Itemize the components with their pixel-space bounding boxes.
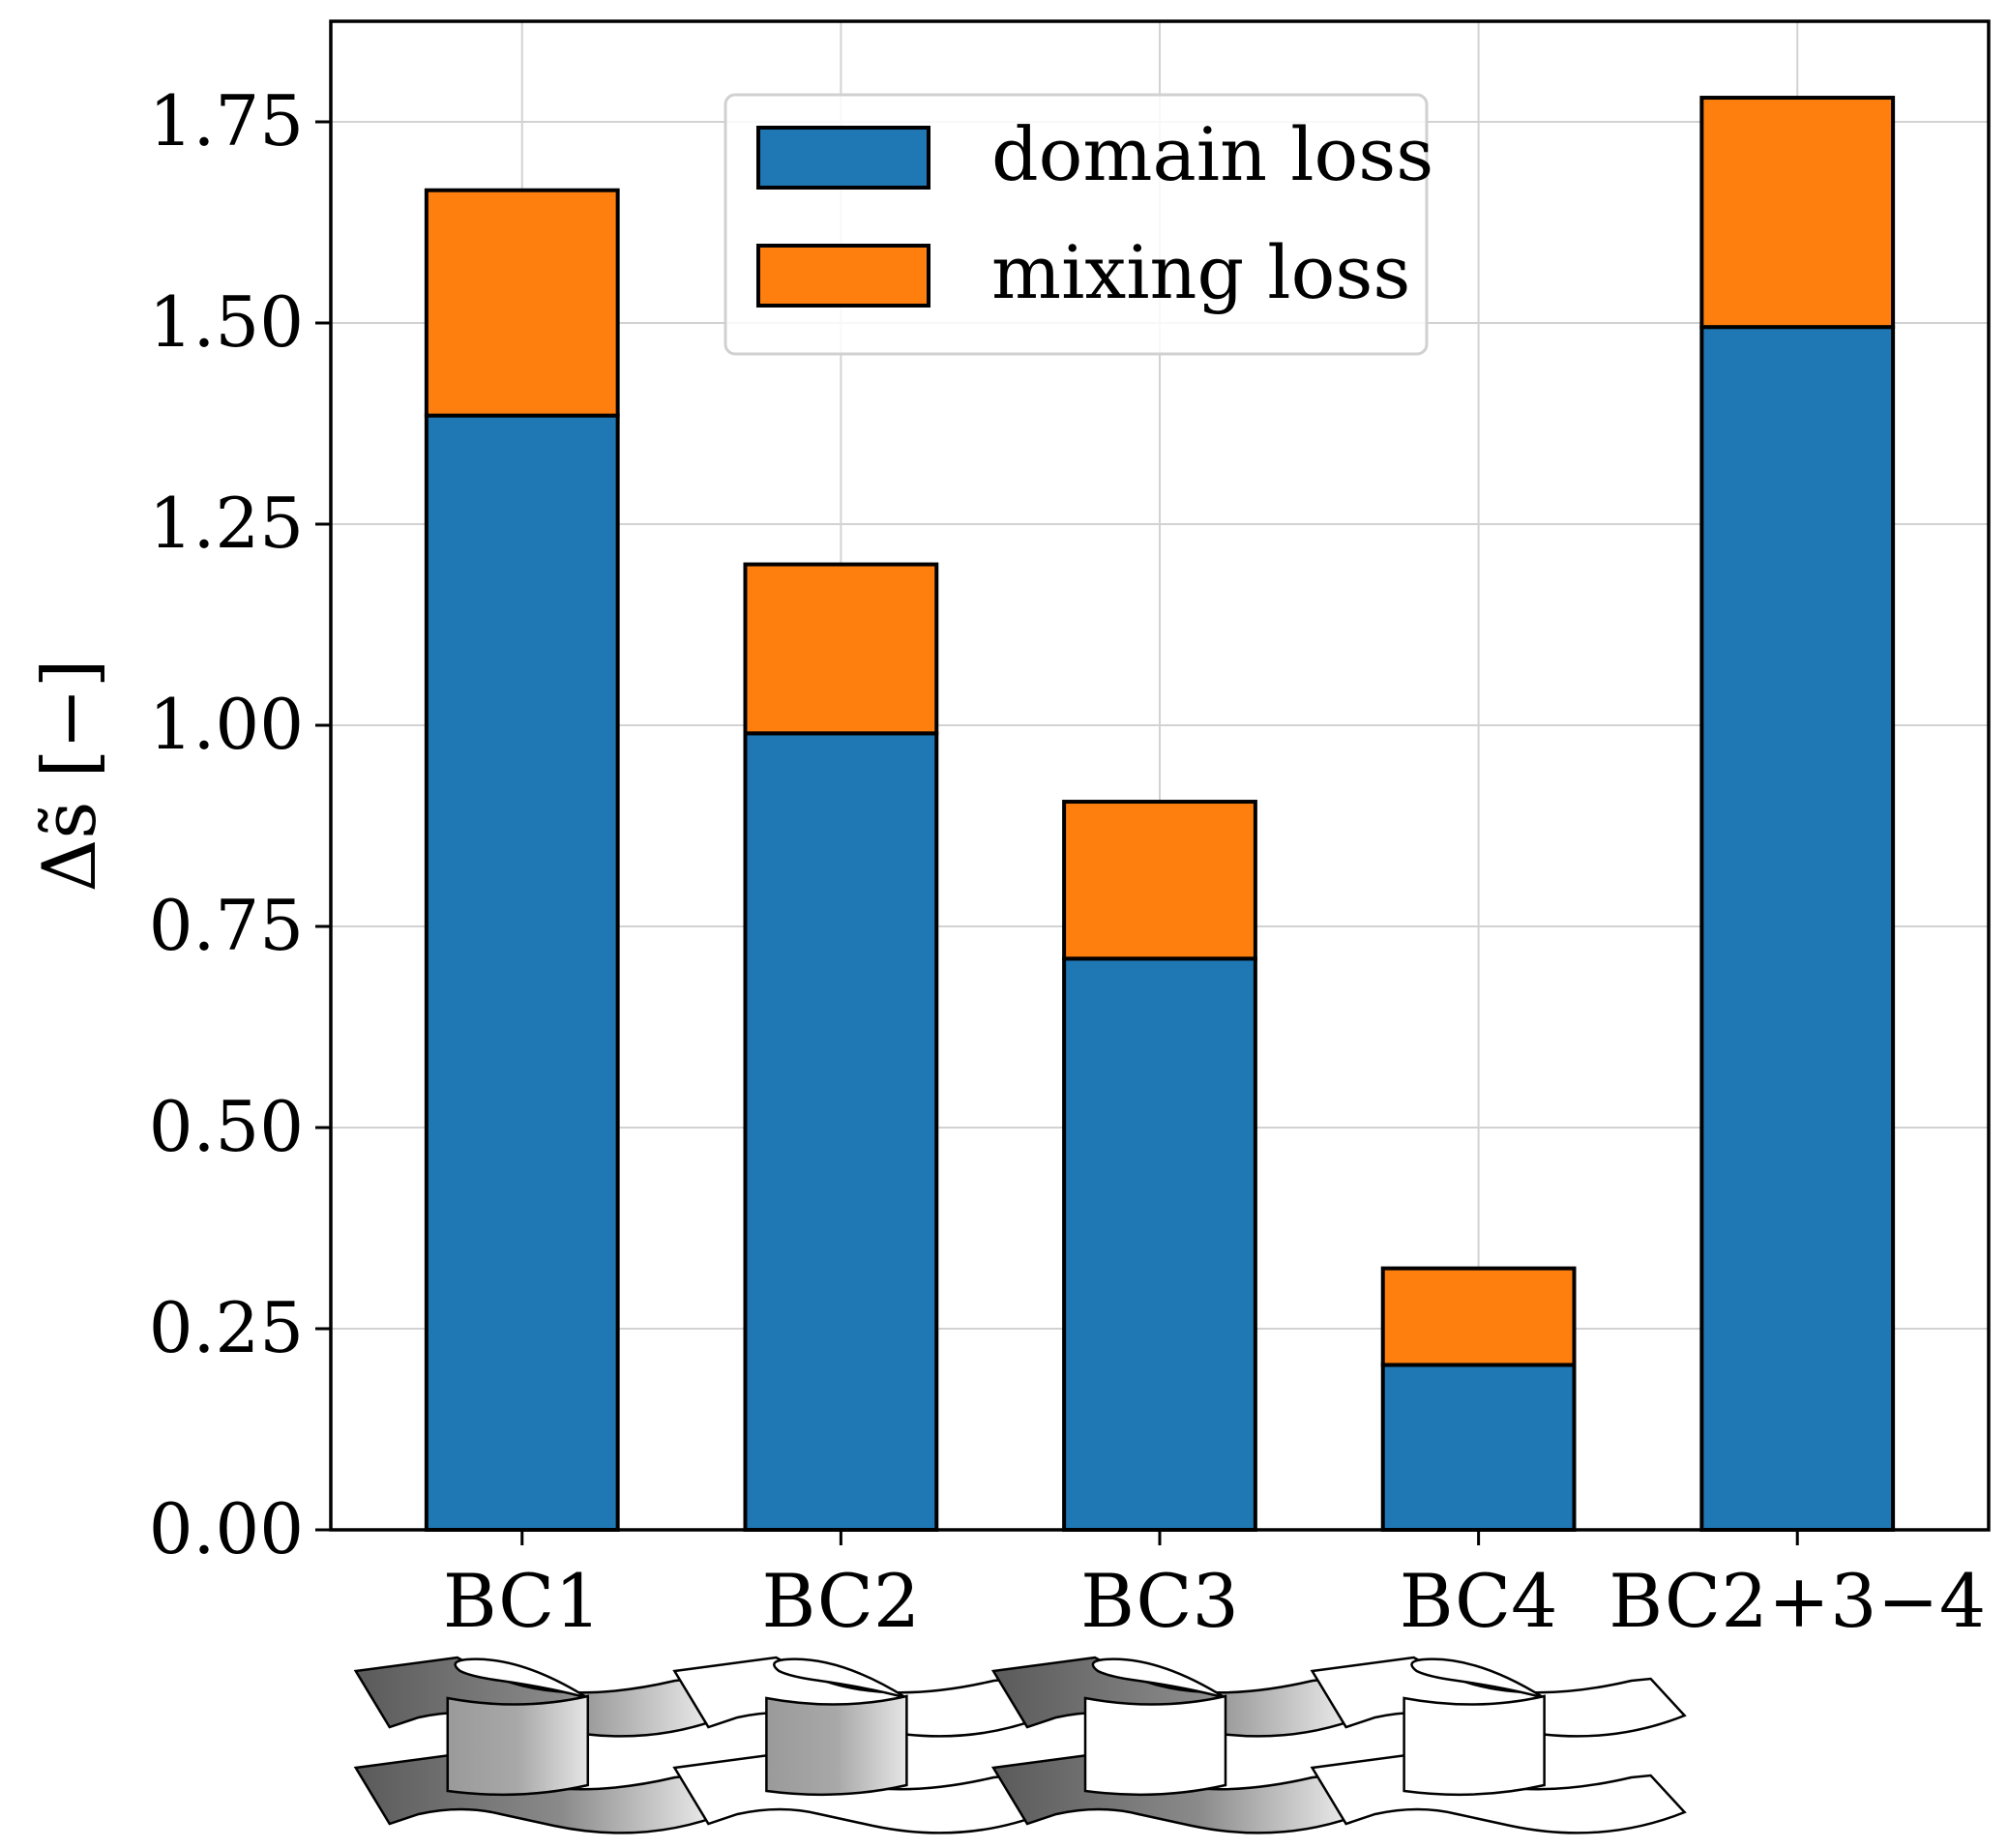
y-tick-label: 1.75: [149, 80, 304, 161]
schematic-wall: [1083, 1694, 1227, 1797]
legend: domain loss mixing loss: [723, 93, 1433, 356]
bar-mixing-loss-1: [424, 188, 620, 418]
bar-domain-loss-1: [424, 413, 620, 1532]
bar-domain-loss-5: [1699, 325, 1896, 1532]
legend-label-domain-loss: domain loss: [991, 111, 1433, 197]
x-tick-label: BC4: [1400, 1558, 1558, 1644]
schematic-BC2: [672, 1656, 1049, 1834]
legend-swatch-domain-loss: [756, 126, 930, 190]
y-tick-label: 0.25: [149, 1287, 304, 1368]
axes: 0.00 0.25 0.50 0.75 1.00 1.25 1.50 1.75 BC1 BC2 BC…: [26, 19, 1991, 1644]
bar-mixing-loss-5: [1699, 96, 1896, 330]
bar-mixing-loss-2: [743, 562, 939, 736]
bars: [424, 96, 1896, 1532]
y-tick-label: 0.00: [149, 1488, 304, 1569]
boundary-condition-schematics: [353, 1656, 1687, 1834]
schematic-BC4: [1310, 1656, 1687, 1834]
x-tick-label: BC3: [1080, 1558, 1239, 1644]
x-tick-label: BC2+3−4: [1609, 1558, 1986, 1644]
y-tick-label: 1.00: [149, 684, 304, 765]
y-tick-label: 1.50: [149, 281, 304, 363]
bar-mixing-loss-4: [1380, 1266, 1577, 1367]
bar-domain-loss-3: [1062, 956, 1257, 1532]
bar-domain-loss-4: [1380, 1363, 1577, 1532]
y-axis-label: Δs̃ [−]: [26, 659, 112, 892]
legend-label-mixing-loss: mixing loss: [991, 229, 1410, 315]
schematic-wall: [446, 1694, 590, 1797]
x-tick-label: BC2: [762, 1558, 921, 1644]
y-tick-label: 0.75: [149, 885, 304, 966]
schematic-BC3: [990, 1656, 1369, 1834]
schematic-BC1: [353, 1656, 730, 1834]
bar-mixing-loss-3: [1062, 800, 1257, 961]
x-tick-label: BC1: [443, 1558, 602, 1644]
y-tick-label: 1.25: [149, 483, 304, 564]
schematic-wall: [765, 1694, 908, 1797]
bar-domain-loss-2: [743, 731, 939, 1532]
schematic-wall: [1403, 1694, 1546, 1797]
legend-swatch-mixing-loss: [756, 244, 930, 308]
y-tick-label: 0.50: [149, 1086, 304, 1167]
